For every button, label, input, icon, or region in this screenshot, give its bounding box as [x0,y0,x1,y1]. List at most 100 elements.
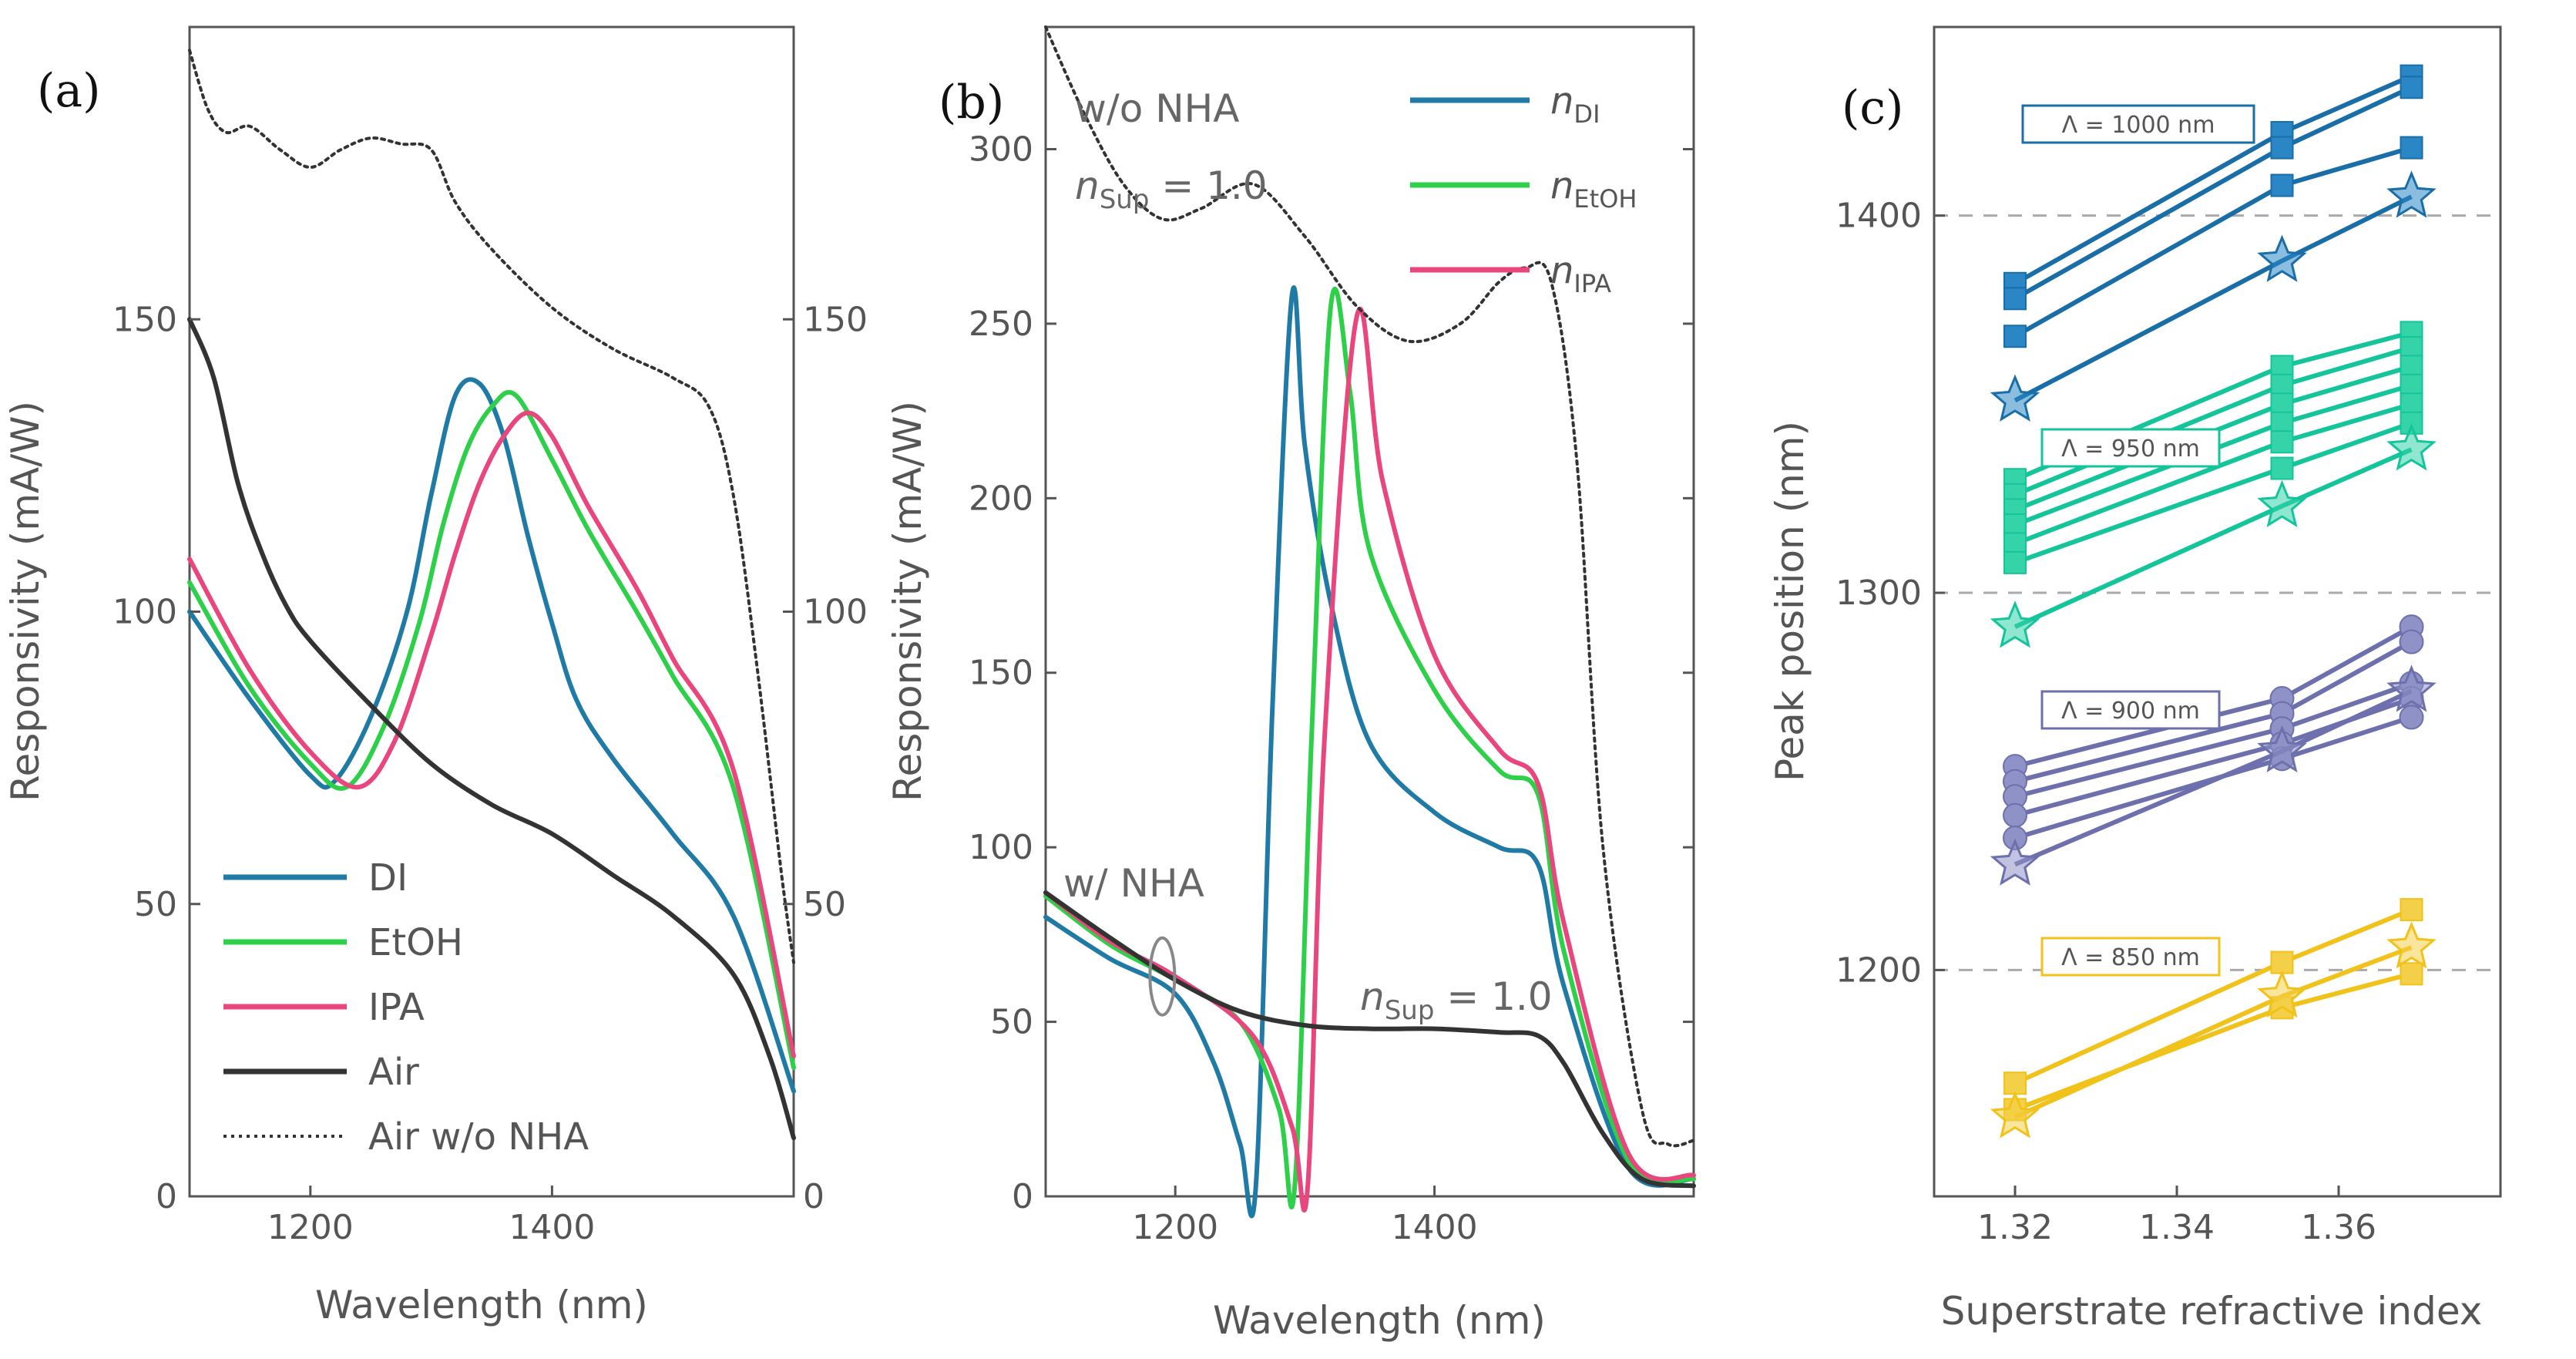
panel-c-group-1-point [2400,392,2423,416]
panel-b-ytick-label: 50 [990,1003,1033,1042]
panel-c-ytick-label: 1400 [1835,197,1922,236]
panel-c-group-3-point [2400,962,2423,986]
panel-b-annotations: w/o NHA nSup = 1.0 w/ NHA nSup = 1.0 [1063,86,1553,1026]
panel-c-group-1-point [2003,550,2027,574]
panel-a-legend-label-ipa: IPA [368,986,425,1029]
panel-b-annotation-wo-nha: w/o NHA [1075,86,1239,131]
panel-c-group-0-line [2013,145,2413,338]
panel-c-group-1-point [2003,532,2027,556]
panel-b-series-n-sup-1-0-w-o-nha [1044,25,1695,1148]
panel-a-x-label: Wavelength (nm) [315,1283,648,1327]
panel-c-y-label: Peak position (nm) [1768,421,1812,782]
panel-c-group-1-point [2400,373,2423,397]
panel-b-legend-label-n-ipa: nIPA [1550,249,1611,298]
panel-b-plot-area [1043,25,1696,1219]
panel-b-ytick-label: 300 [969,130,1033,169]
panel-b-w-nha-marker [1148,936,1177,1017]
panel-c-group-0-point [2003,325,2027,348]
panel-b-chart: 0 50 100 150 200 250 300 1200 1400 Wavelength (n… [885,25,1696,1343]
panel-a-ytick-label-right: 50 [803,885,846,924]
panel-a-series-air [187,317,796,1141]
panel-b-annotation-nsup-bottom: nSup = 1.0 [1360,974,1553,1026]
panel-b-series-n-di [1043,285,1696,1219]
panel-b-legend-label-n-di: nDI [1550,79,1600,129]
panel-c-group-3-star-point [1990,1091,2040,1139]
panel-a-legend-label-etoh: EtOH [368,921,463,964]
panel-b-ytick-label: 150 [969,654,1033,693]
panel-a-series-ipa [187,410,796,1058]
panel-c-group-2-star-point [2386,664,2437,712]
panel-b-x-label: Wavelength (nm) [1213,1298,1546,1343]
panel-label-c: (c) [1842,81,1903,135]
panel-a-ytick-label: 150 [113,300,177,339]
panel-a-legend: DI EtOH IPA Air Air w/o NHA [223,856,589,1159]
panel-c-group-3-point [2003,1071,2027,1095]
panel-label-b: (b) [939,76,1004,130]
panel-c-group-0-label: Λ = 1000 nm [2062,112,2215,139]
panel-b-series-n-sup-1-0-w-nha [1043,890,1696,1189]
panel-c-group-1-point [2270,355,2294,378]
panel-a-legend-label-air: Air [368,1051,419,1094]
panel-c-xtick-label: 1.34 [2139,1208,2215,1247]
panel-b-annotation-w-nha: w/ NHA [1063,861,1204,906]
panel-b-ytick-label: 0 [1012,1177,1033,1216]
panel-c-group-2: Λ = 900 nm [1990,614,2437,886]
panel-a-legend-label-di: DI [368,856,408,900]
panel-c-group-2-star-point [2257,725,2307,772]
panel-a-plot-area [187,25,796,1198]
panel-c-chart: Λ = 1000 nm Λ = 950 nm Λ = 900 nm Λ = 850 n… [1768,25,2502,1334]
panel-a-frame [188,25,795,1198]
panel-b-series-n-ipa [1043,306,1696,1213]
panel-c-group-0-star-point [1990,374,2040,422]
panel-b-series-n-etoh [1043,287,1696,1209]
panel-c-group-0-point [2270,136,2294,160]
panel-a-ytick-label: 50 [134,885,177,924]
panel-c-group-0-star-point [2257,234,2307,282]
panel-c-group-0-label-box [2021,104,2255,144]
panel-c-ticks: 1200 1300 1400 1.32 1.34 1.36 [1835,197,2376,1247]
panel-b-y-label: Responsivity (mA/W) [885,401,930,802]
panel-c-x-label: Superstrate refractive index [1941,1289,2483,1334]
panel-c-group-1-star-line [2013,447,2413,629]
panel-c-frame [1933,25,2502,1198]
panel-a-ytick-label: 0 [156,1177,177,1216]
panel-b-frame [1044,25,1695,1198]
panel-b-legend-label-n-etoh: nEtOH [1550,164,1637,214]
panel-b-ticks: 0 50 100 150 200 250 300 1200 1400 [969,130,1694,1247]
panel-b-xtick-label: 1200 [1132,1208,1218,1247]
panel-c-group-3-line [2013,907,2413,1085]
panel-c-group-2-star-point [1990,838,2040,886]
panel-c-plot-area: Λ = 1000 nm Λ = 950 nm Λ = 900 nm Λ = 850 n… [1933,25,2502,1198]
panel-a-chart: 0 50 100 150 0 50 100 150 1200 1400 Wavelength (n… [3,25,868,1327]
panel-a-ytick-label-right: 0 [803,1177,825,1216]
panel-a-ytick-label: 100 [113,593,177,632]
panel-c-group-1-point [2270,456,2294,480]
panel-c-group-3-point [2400,898,2423,922]
panel-a-ytick-label-right: 100 [803,593,868,632]
panel-b-annotation-nsup-top: nSup = 1.0 [1075,163,1268,215]
panel-c-xtick-label: 1.36 [2301,1208,2376,1247]
panel-c-group-2-point [2399,705,2424,730]
panel-b-xtick-label: 1400 [1392,1208,1478,1247]
panel-c-group-1-point [2270,411,2294,435]
panel-a-legend-label-air-w-o-nha: Air w/o NHA [368,1115,589,1159]
panel-c-group-0-point [2400,76,2423,99]
panel-c-group-1-point [2003,513,2027,537]
panel-c-group-3-label-box [2040,937,2221,977]
panel-a-series-air-w-o-nha [188,49,795,964]
panel-a-ticks: 0 50 100 150 0 50 100 150 1200 1400 [113,300,868,1247]
panel-c-group-1-label: Λ = 950 nm [2061,436,2200,463]
panel-c-group-3-star-point [2386,921,2437,969]
panel-b-ytick-label: 100 [969,828,1033,867]
panel-c-group-3-star-point [2257,970,2307,1018]
panel-c-group-1-label-box [2040,428,2221,468]
panel-a-xtick-label: 1400 [509,1208,595,1247]
panel-c-group-1-star-point [1990,600,2040,648]
panel-c-group-2-point [2399,629,2424,654]
panel-c-group-1: Λ = 950 nm [1990,321,2437,648]
panel-a-y-label: Responsivity (mA/W) [3,401,48,802]
panel-c-group-3-point [2270,950,2294,974]
panel-label-a: (a) [37,64,101,118]
panel-c-group-2-line [2014,715,2413,840]
panel-c-ytick-label: 1300 [1835,574,1922,613]
